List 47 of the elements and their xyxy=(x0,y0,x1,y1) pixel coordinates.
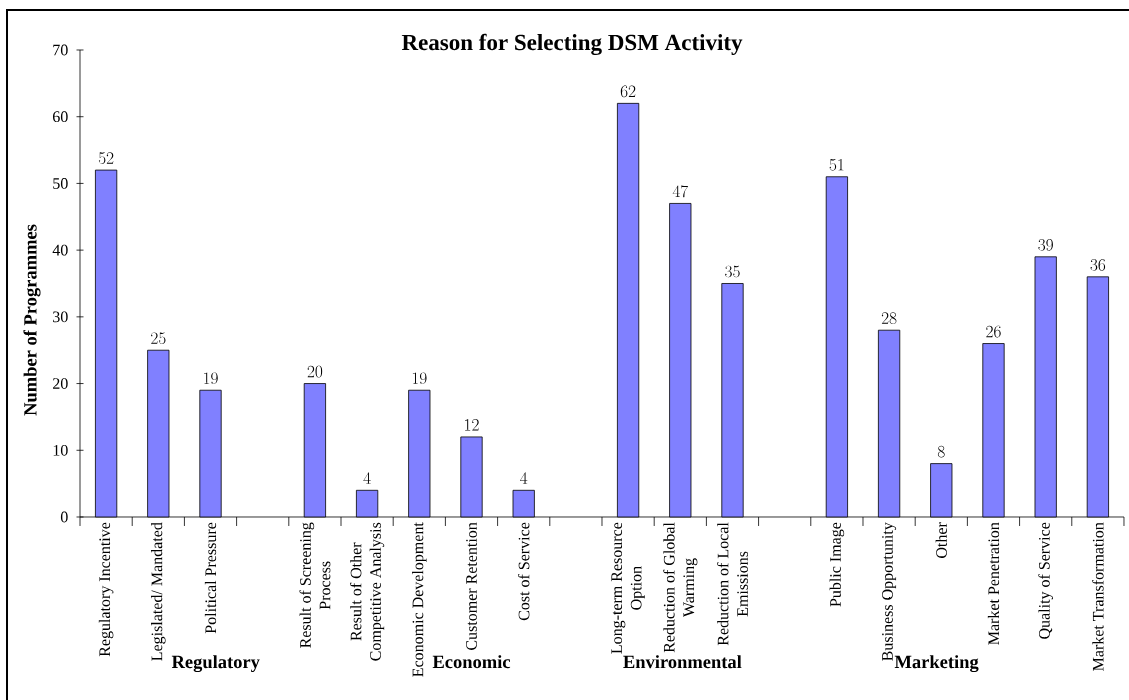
x-tick-label: Reduction of Global Warming xyxy=(663,522,698,653)
x-tick-label: Result of Screening Process xyxy=(299,522,331,648)
data-label: 8 xyxy=(937,445,945,458)
text: Environmental xyxy=(623,655,742,669)
y-tick-label: 20 xyxy=(53,378,68,389)
x-tick-label: Long-term Resource Option xyxy=(611,522,645,654)
data-label: 25 xyxy=(151,332,166,345)
x-tick-label: Economic Development xyxy=(412,522,427,677)
data-label: 26 xyxy=(986,325,1001,338)
x-tick-label: Legislated/ Mandated xyxy=(151,522,166,661)
text: Marketing xyxy=(894,655,979,673)
data-label: 62 xyxy=(620,85,636,98)
data-label: 36 xyxy=(1090,259,1106,271)
x-tick-label: Quality of Service xyxy=(1038,522,1054,639)
x-tick-label: Market Penetration xyxy=(987,522,1000,645)
y-axis-title: Number of Programmes xyxy=(23,224,41,416)
x-tick-label: Market Transformation xyxy=(1092,522,1104,671)
x-tick-label: Cost of Service xyxy=(517,522,530,621)
x-tick-label: Regulatory Incentive xyxy=(98,522,114,657)
data-label: 35 xyxy=(725,265,740,278)
data-label: 52 xyxy=(98,152,114,164)
y-tick-label: 30 xyxy=(53,311,68,323)
data-label: 20 xyxy=(307,365,323,378)
data-label: 4 xyxy=(520,472,528,484)
x-tick-label: Other xyxy=(935,522,947,558)
data-label: 12 xyxy=(465,419,479,431)
y-tick-label: 50 xyxy=(53,178,68,189)
y-tick-label: 70 xyxy=(53,44,68,56)
y-tick-label: 0 xyxy=(60,511,68,523)
data-label: 28 xyxy=(881,312,897,325)
data-label: 39 xyxy=(1038,238,1053,251)
y-tick-label: 10 xyxy=(53,444,68,456)
data-label: 19 xyxy=(204,372,218,385)
x-tick-label: Public Image xyxy=(829,522,845,607)
text: Regulatory xyxy=(171,655,260,673)
y-tick-label: 60 xyxy=(53,111,68,123)
x-tick-label: Result of Other Competitive Analysis xyxy=(350,522,385,661)
y-tick-label: 40 xyxy=(52,244,68,256)
text: Economic xyxy=(432,655,511,669)
data-label: 4 xyxy=(363,472,371,484)
data-label: 19 xyxy=(412,372,427,385)
chart-title: Reason for Selecting DSM Activity xyxy=(401,33,743,56)
x-tick-label: Reduction of Local Emissions xyxy=(717,522,748,646)
x-tick-label: Customer Retention xyxy=(466,522,477,650)
data-label: 51 xyxy=(829,158,844,171)
data-label: 47 xyxy=(672,185,689,198)
x-tick-label: Political Pressure xyxy=(204,522,217,634)
